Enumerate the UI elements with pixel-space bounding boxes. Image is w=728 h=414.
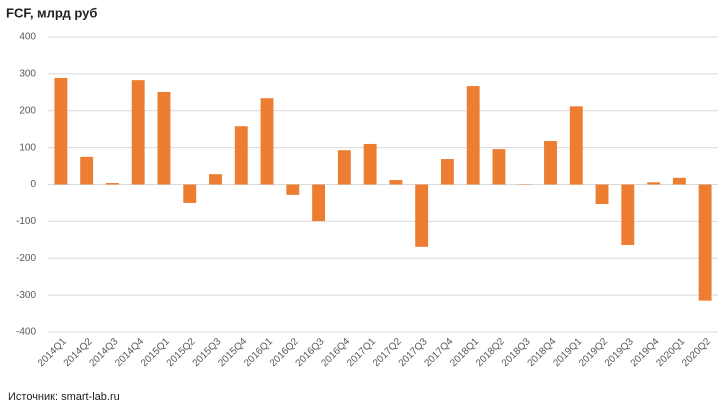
bar <box>415 184 429 247</box>
y-tick-label: -100 <box>16 216 36 227</box>
bar <box>569 106 583 185</box>
y-tick-label: 100 <box>19 142 36 153</box>
bar <box>183 184 197 203</box>
bar <box>466 86 480 185</box>
bar <box>698 184 712 301</box>
bar <box>595 184 609 205</box>
x-tick-label: 2020Q2 <box>680 336 713 369</box>
bar <box>647 182 661 185</box>
bar <box>672 177 686 185</box>
bar <box>389 180 403 185</box>
chart-title: FCF, млрд руб <box>6 5 97 20</box>
y-tick-label: -200 <box>16 253 36 264</box>
bar <box>105 183 119 185</box>
bar <box>54 77 68 185</box>
bar <box>621 184 635 245</box>
y-tick-label: 300 <box>19 69 36 80</box>
y-tick-label: 0 <box>30 179 36 190</box>
bar <box>260 98 274 185</box>
y-tick-label: -400 <box>16 327 36 338</box>
y-tick-label: 400 <box>19 32 36 43</box>
bar <box>492 149 506 185</box>
bar <box>131 80 145 185</box>
bar <box>544 140 557 185</box>
bar <box>80 156 94 185</box>
y-tick-label: 200 <box>19 105 36 116</box>
bar <box>234 126 248 185</box>
bar <box>157 91 171 185</box>
bar <box>286 184 300 195</box>
bar <box>363 143 377 185</box>
bar <box>209 174 222 185</box>
bar <box>337 150 351 185</box>
bar <box>312 184 326 222</box>
y-tick-label: -300 <box>16 290 36 301</box>
bar <box>440 159 454 185</box>
source: Источник: smart-lab.ru <box>8 391 120 403</box>
